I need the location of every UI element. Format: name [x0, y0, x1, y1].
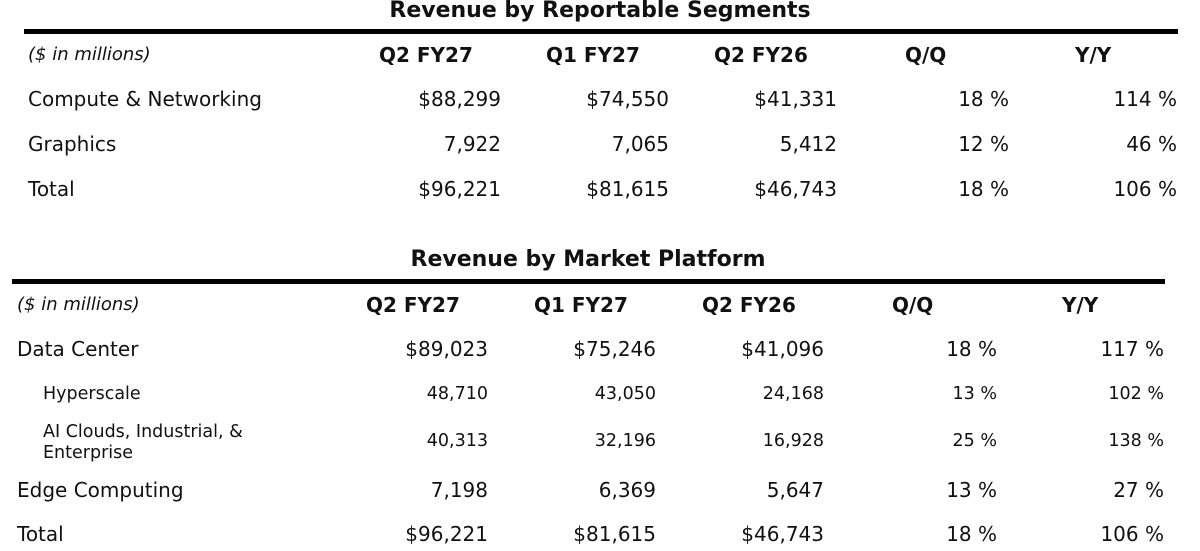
table-row: Hyperscale 48,710 43,050 24,168 13 % 102…: [0, 379, 1200, 409]
row-label: Hyperscale: [43, 384, 141, 404]
table-row: AI Clouds, Industrial, & Enterprise 40,3…: [0, 422, 1200, 463]
value-cell: $41,331: [754, 87, 837, 111]
segments-title-rule: [24, 29, 1178, 34]
platform-title: Revenue by Market Platform: [410, 247, 766, 272]
column-header-q2-fy27: Q2 FY27: [366, 293, 460, 317]
value-cell: $81,615: [573, 522, 656, 546]
segments-header-row: ($ in millions) Q2 FY27 Q1 FY27 Q2 FY26 …: [0, 40, 1200, 70]
table-row: Total $96,221 $81,615 $46,743 18 % 106 %: [0, 174, 1200, 204]
units-label: ($ in millions): [17, 294, 140, 315]
value-cell: 46 %: [1126, 132, 1177, 156]
column-header-q2-fy26: Q2 FY26: [714, 43, 808, 67]
value-cell: 7,922: [443, 132, 501, 156]
value-cell: 6,369: [598, 478, 656, 502]
column-header-q1-fy27: Q1 FY27: [534, 293, 628, 317]
value-cell: $74,550: [586, 87, 669, 111]
value-cell: 12 %: [958, 132, 1009, 156]
value-cell: 114 %: [1113, 87, 1177, 111]
value-cell: 5,412: [779, 132, 837, 156]
value-cell: 106 %: [1113, 177, 1177, 201]
value-cell: 102 %: [1108, 384, 1164, 404]
value-cell: 5,647: [766, 478, 824, 502]
value-cell: 13 %: [946, 478, 997, 502]
column-header-qq: Q/Q: [892, 293, 934, 317]
table-row: Edge Computing 7,198 6,369 5,647 13 % 27…: [0, 475, 1200, 505]
column-header-q1-fy27: Q1 FY27: [546, 43, 640, 67]
value-cell: 43,050: [594, 384, 656, 404]
value-cell: $46,743: [754, 177, 837, 201]
value-cell: $75,246: [573, 337, 656, 361]
value-cell: $96,221: [405, 522, 488, 546]
value-cell: 32,196: [594, 431, 656, 451]
value-cell: $46,743: [741, 522, 824, 546]
value-cell: 18 %: [946, 337, 997, 361]
table-row: Graphics 7,922 7,065 5,412 12 % 46 %: [0, 129, 1200, 159]
row-label: Graphics: [28, 132, 117, 156]
segments-title: Revenue by Reportable Segments: [389, 0, 811, 23]
table-row: Total $96,221 $81,615 $46,743 18 % 106 %: [0, 519, 1200, 549]
value-cell: 138 %: [1108, 431, 1164, 451]
table-row: Compute & Networking $88,299 $74,550 $41…: [0, 84, 1200, 114]
value-cell: 13 %: [952, 384, 997, 404]
column-header-yy: Y/Y: [1062, 293, 1099, 317]
value-cell: 25 %: [952, 431, 997, 451]
row-label: Total: [28, 177, 75, 201]
value-cell: 27 %: [1113, 478, 1164, 502]
value-cell: 24,168: [762, 384, 824, 404]
value-cell: 16,928: [762, 431, 824, 451]
value-cell: 40,313: [426, 431, 488, 451]
value-cell: 117 %: [1100, 337, 1164, 361]
column-header-yy: Y/Y: [1075, 43, 1112, 67]
column-header-q2-fy26: Q2 FY26: [702, 293, 796, 317]
column-header-qq: Q/Q: [905, 43, 947, 67]
value-cell: $81,615: [586, 177, 669, 201]
row-label: Compute & Networking: [28, 87, 262, 111]
row-label: Total: [17, 522, 64, 546]
value-cell: 18 %: [958, 87, 1009, 111]
value-cell: $88,299: [418, 87, 501, 111]
value-cell: 106 %: [1100, 522, 1164, 546]
value-cell: $96,221: [418, 177, 501, 201]
value-cell: 48,710: [426, 384, 488, 404]
value-cell: 18 %: [958, 177, 1009, 201]
platform-title-rule: [12, 279, 1165, 284]
table-row: Data Center $89,023 $75,246 $41,096 18 %…: [0, 334, 1200, 364]
value-cell: 7,065: [611, 132, 669, 156]
value-cell: 7,198: [430, 478, 488, 502]
platform-header-row: ($ in millions) Q2 FY27 Q1 FY27 Q2 FY26 …: [0, 290, 1200, 320]
value-cell: $41,096: [741, 337, 824, 361]
column-header-q2-fy27: Q2 FY27: [379, 43, 473, 67]
row-label: AI Clouds, Industrial, & Enterprise: [43, 422, 243, 463]
row-label: Edge Computing: [17, 478, 184, 502]
value-cell: 18 %: [946, 522, 997, 546]
value-cell: $89,023: [405, 337, 488, 361]
units-label: ($ in millions): [28, 44, 151, 65]
row-label: Data Center: [17, 337, 139, 361]
